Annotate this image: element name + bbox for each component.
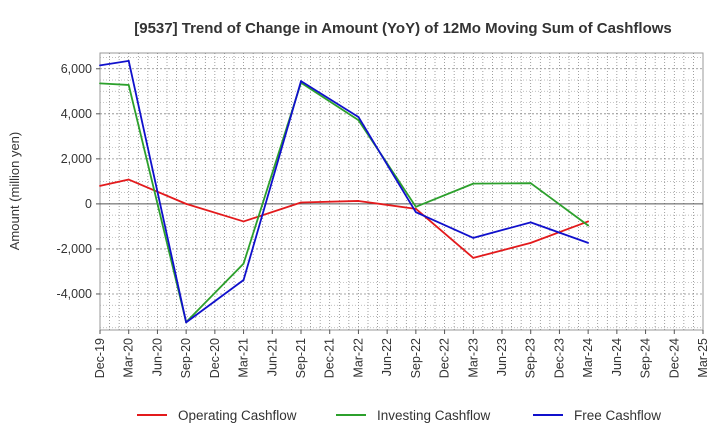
x-tick-label: Sep-22 bbox=[409, 338, 423, 378]
data-point bbox=[587, 224, 590, 227]
data-point bbox=[529, 182, 532, 185]
data-point bbox=[357, 119, 360, 122]
data-point bbox=[414, 207, 417, 210]
y-axis-ticks: -4,000 -2,000 0 2,000 4,000 6,000 bbox=[57, 62, 100, 301]
series-lines bbox=[99, 59, 590, 324]
x-tick-label: Dec-24 bbox=[667, 338, 681, 378]
data-point bbox=[242, 262, 245, 265]
series-line-investing-cashflow bbox=[99, 81, 589, 324]
x-tick-label: Mar-23 bbox=[466, 338, 480, 378]
data-point bbox=[472, 182, 475, 185]
data-point bbox=[587, 241, 590, 244]
y-tick-label: -2,000 bbox=[57, 242, 92, 256]
data-point bbox=[242, 279, 245, 281]
x-tick-label: Dec-21 bbox=[323, 338, 337, 378]
x-tick-label: Mar-20 bbox=[122, 338, 136, 378]
x-axis-ticks: Dec-19 Mar-20 Jun-20 Sep-20 Dec-20 Mar-21 Jun-… bbox=[93, 330, 710, 378]
x-tick-label: Sep-21 bbox=[294, 338, 308, 378]
x-tick-label: Dec-19 bbox=[93, 338, 107, 378]
legend: Operating Cashflow Investing Cashflow Free… bbox=[137, 408, 661, 423]
data-point bbox=[127, 59, 130, 62]
y-tick-label: 2,000 bbox=[61, 152, 92, 166]
y-tick-label: 4,000 bbox=[61, 107, 92, 121]
y-tick-label: 6,000 bbox=[61, 62, 92, 76]
y-tick-label: -4,000 bbox=[57, 287, 92, 301]
x-tick-label: Sep-20 bbox=[179, 338, 193, 378]
x-tick-label: Jun-20 bbox=[150, 338, 164, 376]
x-tick-label: Mar-24 bbox=[581, 338, 595, 378]
data-point bbox=[357, 116, 360, 118]
x-tick-label: Jun-21 bbox=[265, 338, 279, 376]
data-point bbox=[414, 211, 417, 214]
x-tick-label: Dec-22 bbox=[438, 338, 452, 378]
chart-title: [9537] Trend of Change in Amount (YoY) o… bbox=[134, 20, 672, 37]
data-point bbox=[587, 220, 590, 223]
x-tick-label: Dec-23 bbox=[552, 338, 566, 378]
data-point bbox=[357, 200, 360, 202]
x-tick-label: Jun-22 bbox=[380, 338, 394, 376]
legend-label: Operating Cashflow bbox=[178, 408, 297, 423]
x-tick-label: Jun-24 bbox=[610, 338, 624, 376]
x-tick-label: Dec-20 bbox=[208, 338, 222, 378]
data-point bbox=[529, 241, 532, 244]
x-tick-label: Mar-22 bbox=[351, 338, 365, 378]
x-tick-label: Sep-24 bbox=[639, 338, 653, 378]
y-tick-label: 0 bbox=[85, 197, 92, 211]
data-point bbox=[472, 257, 475, 259]
series-line-operating-cashflow bbox=[99, 178, 589, 259]
series-line-free-cashflow bbox=[99, 59, 589, 324]
legend-label: Free Cashflow bbox=[574, 408, 661, 423]
grid-lines bbox=[100, 53, 703, 330]
data-point bbox=[242, 220, 245, 223]
data-point bbox=[99, 64, 101, 67]
data-point bbox=[185, 321, 188, 324]
x-tick-label: Mar-21 bbox=[237, 338, 251, 378]
data-point bbox=[300, 80, 302, 83]
data-point bbox=[414, 205, 417, 208]
data-point bbox=[99, 184, 101, 187]
data-point bbox=[99, 82, 101, 85]
x-tick-label: Sep-23 bbox=[524, 338, 538, 378]
x-tick-label: Jun-23 bbox=[495, 338, 509, 376]
data-point bbox=[529, 221, 532, 224]
plot-area bbox=[99, 52, 704, 331]
y-axis-title: Amount (million yen) bbox=[7, 132, 22, 251]
data-point bbox=[127, 84, 130, 86]
legend-label: Investing Cashflow bbox=[377, 408, 491, 423]
data-point bbox=[127, 178, 130, 181]
data-point bbox=[185, 202, 188, 205]
data-point bbox=[472, 236, 475, 239]
x-tick-label: Mar-25 bbox=[696, 338, 710, 378]
data-point bbox=[300, 201, 302, 204]
